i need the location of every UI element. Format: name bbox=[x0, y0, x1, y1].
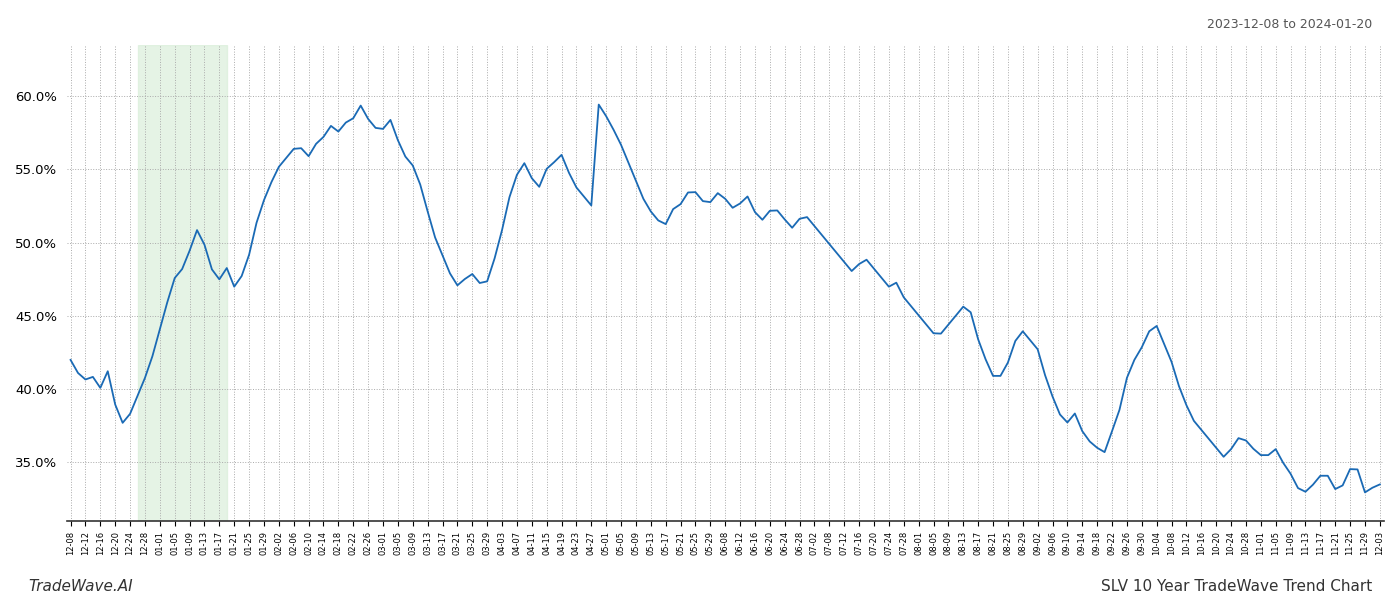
Text: SLV 10 Year TradeWave Trend Chart: SLV 10 Year TradeWave Trend Chart bbox=[1100, 579, 1372, 594]
Text: 2023-12-08 to 2024-01-20: 2023-12-08 to 2024-01-20 bbox=[1207, 18, 1372, 31]
Text: TradeWave.AI: TradeWave.AI bbox=[28, 579, 133, 594]
Bar bbox=[137, 45, 227, 521]
